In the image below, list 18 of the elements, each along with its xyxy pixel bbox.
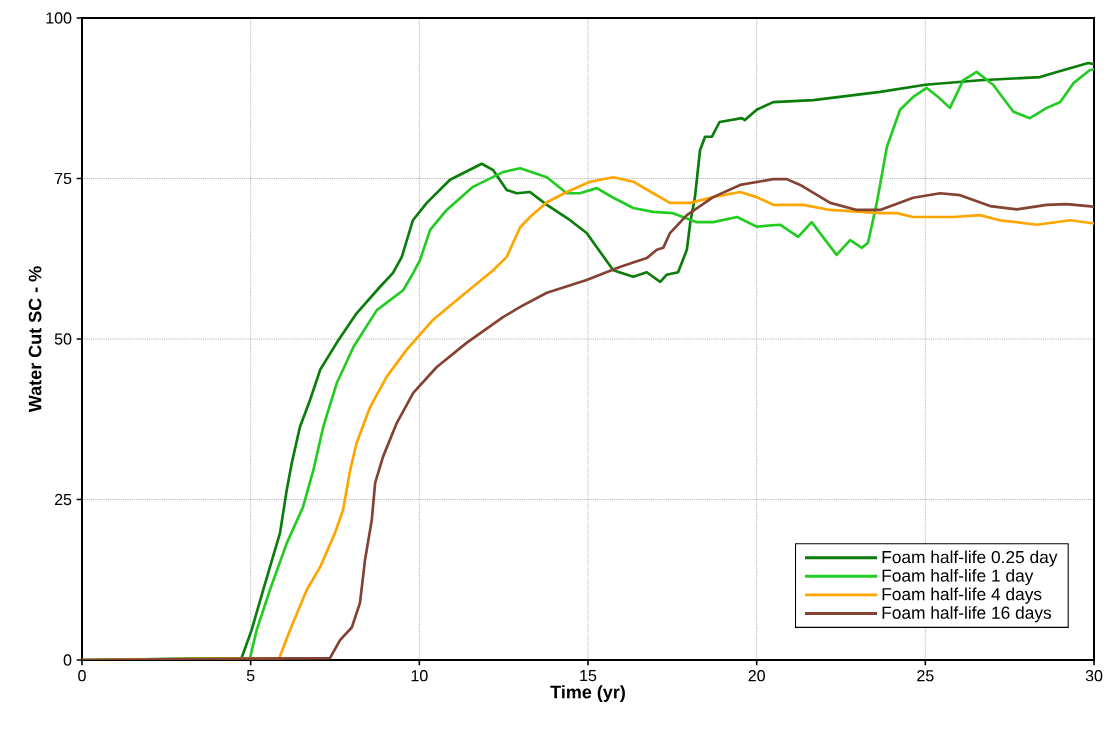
x-tick-label: 30 — [1085, 670, 1103, 682]
y-tick-label: 50 — [54, 333, 72, 345]
x-tick-label: 5 — [246, 670, 255, 682]
y-tick-label: 0 — [63, 654, 72, 666]
y-tick-label: 75 — [54, 172, 72, 185]
x-tick-label: 25 — [917, 670, 934, 682]
x-tick-label: 10 — [411, 670, 428, 682]
legend-label: Foam half-life 1 day — [882, 569, 1034, 586]
legend-label: Foam half-life 0.25 day — [882, 550, 1058, 567]
x-axis-title: Time (yr) — [550, 685, 625, 702]
x-tick-label: 15 — [580, 670, 597, 682]
y-tick-label: 100 — [46, 12, 72, 24]
x-tick-label: 0 — [78, 670, 86, 682]
legend-label: Foam half-life 4 days — [882, 587, 1042, 604]
legend-label: Foam half-life 16 days — [882, 606, 1052, 623]
x-tick-label: 20 — [748, 670, 765, 682]
y-tick-label: 25 — [54, 493, 72, 506]
y-axis-title: Water Cut SC - % — [28, 266, 42, 413]
